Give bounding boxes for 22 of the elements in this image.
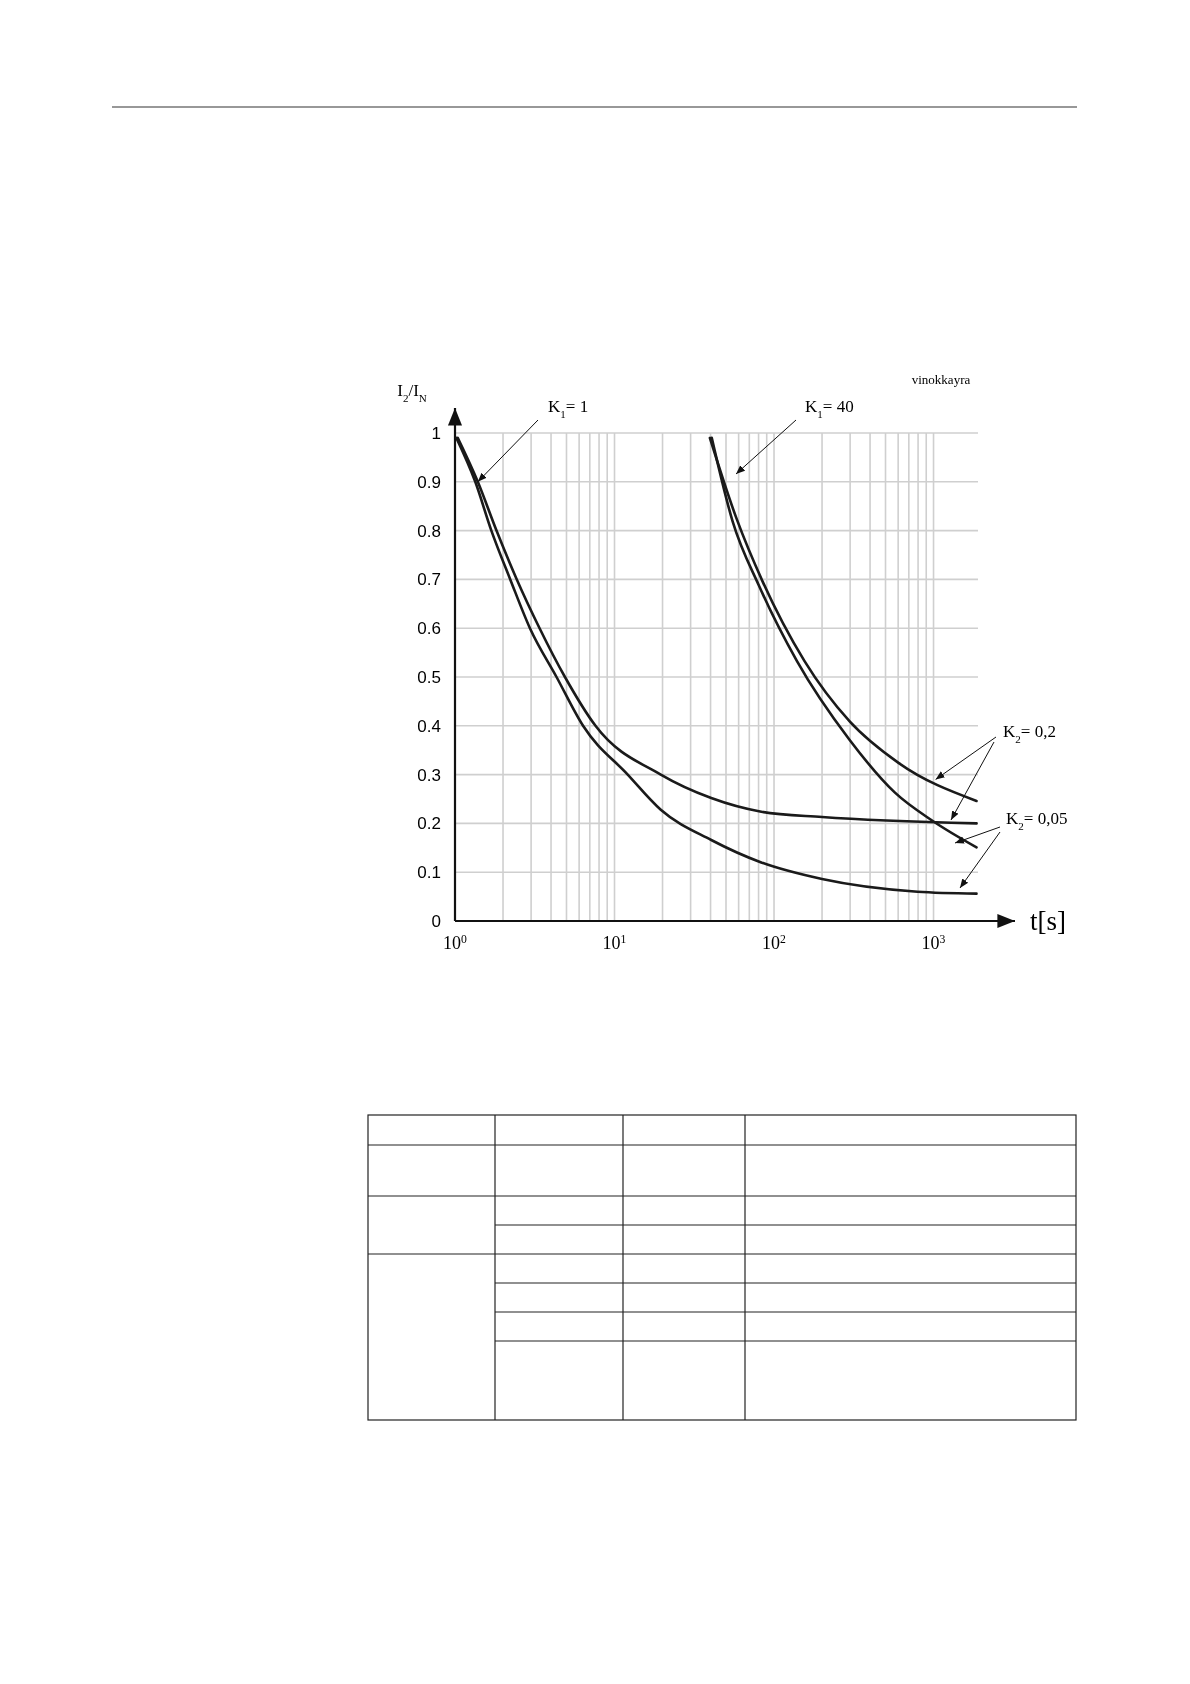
y-tick-label: 0 [431,912,441,931]
y-tick-label: 0.9 [417,472,441,492]
x-axis-title: t[s] [1030,906,1066,936]
y-tick-label: 0.8 [417,521,441,541]
text: K$_{1}$= 40 [805,397,854,420]
text: K$_{2}$= 0,05 [1006,809,1068,832]
y-axis-title: I$_{2}$/I$_{N}$ [397,381,427,404]
annotation: K$_{2}$= 0,2 [1003,722,1056,745]
x-tick-label: 10$^{1}$ [602,932,627,953]
x-tick-label: 10$^{2}$ [762,932,787,953]
y-tick-label: 0.6 [417,619,441,639]
y-tick-label: 1 [431,424,441,443]
y-tick-label: 0.4 [417,716,441,736]
annotation: K$_{1}$= 1 [548,397,589,420]
x-tick-label: 10$^{3}$ [921,932,946,953]
y-tick-label: 0.5 [417,668,441,687]
text: vinokkayra [911,372,971,387]
y-tick-label: 0.3 [417,765,441,785]
y-tick-label: 0.2 [417,814,441,834]
y-tick-label: 0.7 [417,570,441,590]
y-tick-label: 0.1 [417,863,441,883]
x-tick-label: 10$^{0}$ [443,932,468,953]
